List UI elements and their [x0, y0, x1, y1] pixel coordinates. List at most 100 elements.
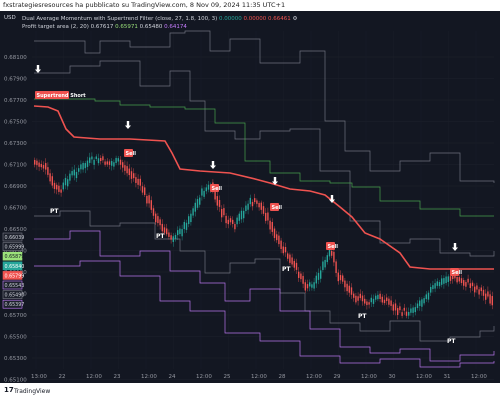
lower-band-purple-2 — [34, 260, 495, 368]
lower-band-outer — [34, 210, 495, 342]
candle-body — [434, 283, 436, 289]
candle-body — [284, 247, 287, 253]
price-tag-label: 0.65490 — [5, 293, 25, 299]
candle-body — [67, 179, 69, 187]
price-tick-label: 0.65100 — [4, 378, 27, 384]
candle-body — [278, 235, 280, 245]
candle-body — [108, 161, 111, 165]
candle-body — [456, 277, 458, 283]
time-axis[interactable]: 13:00 22 12:00 23 12:00 24 12:00 25 12:00 28 12:00… — [31, 374, 487, 380]
price-plot[interactable]: Supertrend Short Sell Sell Sell Sell Sell PT PT… — [0, 11, 500, 383]
candle-body — [168, 232, 170, 237]
candle-body — [82, 162, 84, 170]
candle-body — [51, 176, 53, 186]
price-axis[interactable]: 0.68100 0.67900 0.67700 0.67500 0.67300 0.671… — [2, 55, 27, 384]
candle-body — [414, 307, 416, 313]
brand-text: TradingView — [14, 388, 51, 395]
candle-body — [425, 294, 427, 300]
candle-body — [104, 161, 106, 165]
candle-body — [236, 217, 238, 225]
candle-body — [474, 286, 476, 293]
candle-body — [254, 198, 256, 203]
candle-body — [166, 228, 168, 235]
candle-body — [394, 303, 397, 311]
candle-body — [333, 251, 335, 263]
candle-body — [152, 208, 155, 216]
symbol-label[interactable]: USD — [4, 15, 16, 21]
candle-body — [199, 197, 201, 205]
candle-body — [304, 282, 306, 291]
signal-sell-label-bg — [210, 184, 219, 192]
down-arrow-icon — [452, 243, 458, 251]
time-tick-label: 23 — [114, 374, 121, 380]
candle-body — [124, 165, 126, 171]
candle-body — [306, 284, 309, 289]
candle-body — [377, 294, 379, 300]
time-tick-label: 12:00 — [306, 374, 322, 380]
candle-body — [62, 182, 64, 190]
signal-sell-label-bg — [124, 149, 133, 157]
time-tick-label: 12:00 — [416, 374, 432, 380]
candle-body — [177, 230, 179, 236]
candle-body — [190, 213, 192, 223]
candle-body — [313, 282, 315, 289]
candle-body — [113, 162, 115, 167]
indicator-2-label: Profit target area (2, 20) — [22, 24, 89, 30]
candle-body — [53, 182, 56, 189]
candle-body — [469, 283, 471, 288]
signal-sell-label: Sell — [212, 186, 223, 192]
candle-body — [465, 282, 467, 287]
candle-body — [117, 158, 119, 162]
candle-body — [245, 205, 247, 212]
candle-body — [80, 164, 82, 170]
signal-sell-label-bg — [326, 242, 335, 250]
indicator-2-value: 0.64174 — [164, 24, 187, 30]
candle-body — [163, 227, 166, 233]
candle-body — [126, 166, 128, 174]
candle-body — [355, 295, 357, 303]
chart-pane[interactable]: USD Dual Average Momentum with Supertren… — [0, 11, 500, 383]
candle-body — [432, 285, 434, 290]
price-tick-label: 0.65300 — [4, 356, 27, 362]
candle-body — [258, 202, 260, 208]
indicator-2-legend[interactable]: Profit target area (2, 20) 0.67617 0.659… — [22, 24, 187, 30]
candle-body — [366, 301, 368, 306]
candle-body — [445, 276, 447, 284]
time-tick-label: 29 — [334, 374, 341, 380]
price-tag-label: 0.65799 — [5, 273, 25, 279]
candle-body — [491, 296, 493, 306]
candle-body — [73, 169, 75, 176]
settings-icon[interactable]: ⚙ — [292, 16, 298, 22]
candle-body — [238, 213, 240, 221]
candle-body — [205, 187, 207, 192]
down-arrow-icon — [210, 161, 216, 169]
time-tick-label: 28 — [279, 374, 286, 380]
candle-body — [324, 259, 326, 268]
candle-body — [282, 246, 284, 254]
candle-body — [95, 156, 97, 160]
candle-body — [478, 289, 480, 295]
price-tick-label: 0.67500 — [4, 120, 27, 126]
candle-body — [119, 159, 122, 165]
signal-pt-label: PT — [50, 208, 59, 215]
upper-band-inner — [34, 60, 495, 257]
candle-body — [339, 275, 342, 281]
signal-sell-label: Sell — [452, 270, 463, 276]
candle-body — [295, 262, 298, 270]
candle-body — [84, 163, 86, 169]
candle-body — [289, 254, 291, 263]
candle-body — [401, 312, 403, 316]
time-tick-label: 12:00 — [196, 374, 212, 380]
price-tick-label: 0.66700 — [4, 206, 27, 212]
indicator-1-legend[interactable]: Dual Average Momentum with Supertrend Fi… — [22, 16, 297, 22]
candle-body — [315, 275, 317, 284]
indicator-2-value: 0.65971 — [115, 24, 138, 30]
price-tag-label: 0.65543 — [5, 283, 25, 289]
indicator-1-label: Dual Average Momentum with Supertrend Fi… — [22, 16, 218, 22]
candle-body — [368, 302, 370, 305]
candle-body — [443, 278, 445, 284]
down-arrow-icon — [125, 121, 131, 129]
time-tick-label: 13:00 — [31, 374, 47, 380]
candle-body — [397, 308, 399, 316]
